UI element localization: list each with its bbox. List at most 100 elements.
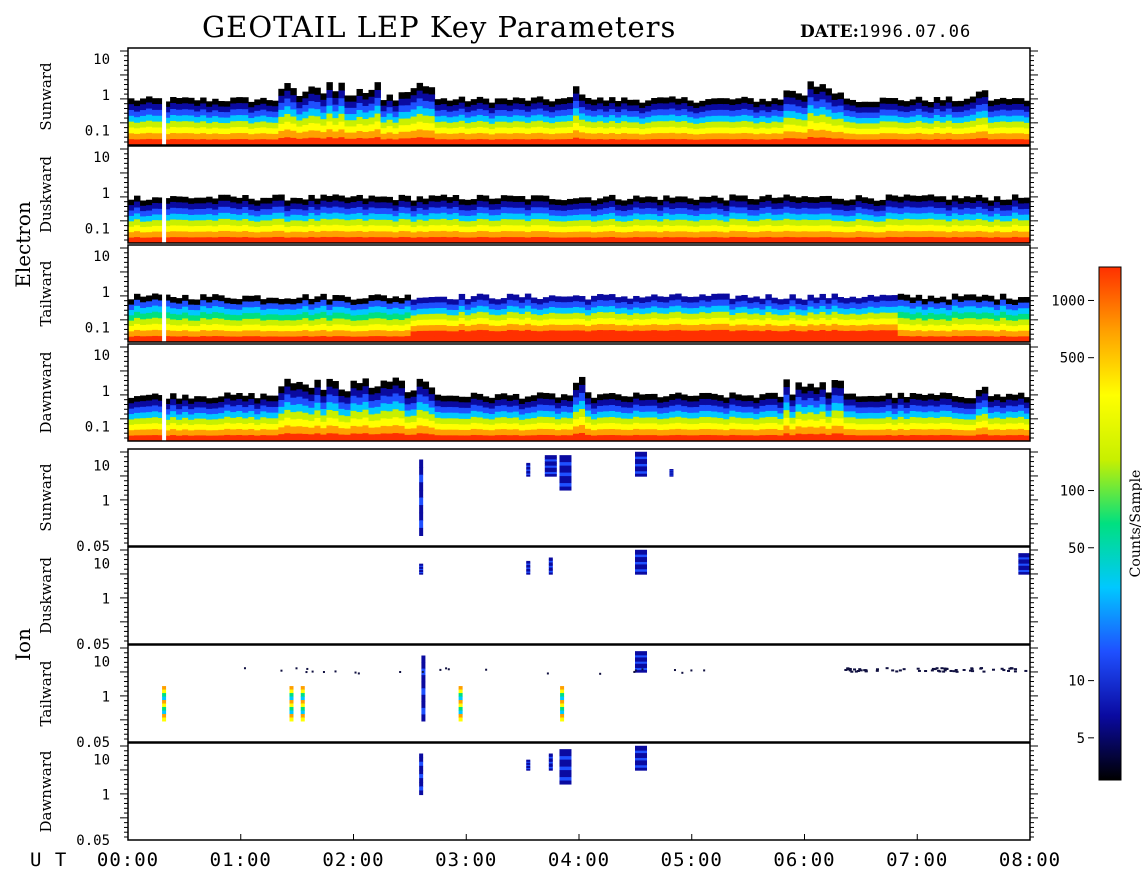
electron-band: [615, 336, 622, 343]
electron-band: [615, 123, 622, 129]
electron-band: [789, 435, 796, 442]
electron-band: [711, 417, 718, 424]
electron-band: [386, 433, 393, 442]
electron-band: [338, 428, 345, 435]
electron-band: [837, 308, 844, 315]
electron-band: [777, 133, 784, 140]
electron-band: [837, 325, 844, 332]
electron-band: [176, 121, 183, 128]
electron-band: [296, 418, 303, 427]
electron-band: [675, 208, 682, 215]
electron-band: [633, 133, 640, 140]
electron-band: [975, 434, 983, 442]
electron-band: [458, 132, 466, 140]
electron-band: [392, 205, 399, 212]
electron-band: [566, 324, 574, 332]
electron-band: [669, 411, 676, 418]
electron-band: [741, 132, 748, 140]
electron-band: [380, 139, 387, 146]
electron-band: [512, 423, 520, 430]
electron-band: [939, 213, 947, 221]
electron-band: [548, 336, 556, 343]
electron-band: [170, 417, 177, 424]
electron-band: [476, 96, 484, 104]
electron-band: [993, 122, 1001, 129]
electron-band: [639, 129, 646, 135]
electron-band: [560, 210, 568, 217]
electron-band: [717, 418, 724, 425]
electron-band: [302, 336, 309, 343]
electron-panel-tailward: [127, 244, 1031, 343]
electron-band: [729, 298, 736, 305]
electron-band: [879, 401, 887, 408]
electron-band: [855, 407, 863, 414]
electron-band: [392, 330, 399, 337]
electron-band: [374, 312, 381, 319]
electron-band: [230, 336, 237, 343]
electron-band: [410, 315, 418, 322]
electron-band: [212, 220, 219, 227]
electron-band: [819, 225, 826, 232]
electron-band: [855, 298, 863, 305]
electron-band: [416, 417, 424, 426]
electron-band: [242, 395, 249, 402]
electron-band: [386, 202, 393, 209]
electron-band: [711, 311, 718, 319]
electron-band: [542, 116, 550, 123]
electron-band: [344, 138, 351, 146]
electron-band: [428, 108, 436, 117]
electron-band: [308, 414, 315, 422]
electron-band: [392, 237, 399, 244]
ion-event: [289, 717, 294, 722]
electron-band: [723, 419, 730, 426]
electron-band: [837, 403, 844, 412]
electron-band: [188, 320, 195, 327]
electron-band: [344, 313, 351, 320]
electron-band: [446, 100, 454, 107]
ion-event: [560, 714, 565, 718]
electron-band: [675, 404, 682, 412]
electron-band: [374, 129, 381, 138]
electron-band: [843, 133, 850, 140]
electron-band: [368, 401, 375, 409]
electron-band: [1011, 121, 1019, 128]
electron-band: [182, 336, 189, 343]
electron-band: [753, 215, 760, 222]
electron-band: [759, 423, 766, 430]
electron-band: [164, 403, 171, 410]
electron-band: [392, 409, 399, 418]
electron-band: [500, 429, 508, 436]
electron-band: [639, 113, 646, 119]
electron-band: [566, 204, 574, 211]
electron-band: [206, 296, 213, 303]
electron-band: [218, 418, 225, 425]
electron-band: [350, 132, 357, 140]
electron-band: [200, 312, 207, 319]
ion-event: [526, 473, 531, 476]
electron-band: [512, 97, 520, 104]
electron-band: [434, 319, 442, 326]
electron-band: [188, 403, 195, 410]
electron-band: [861, 107, 869, 113]
electron-band: [681, 400, 688, 407]
electron-band: [464, 331, 472, 338]
electron-band: [1023, 214, 1031, 221]
electron-band: [566, 231, 574, 238]
electron-band: [272, 111, 279, 118]
electron-band: [146, 318, 153, 325]
electron-band: [1017, 325, 1025, 332]
electron-band: [248, 237, 255, 244]
electron-band: [512, 196, 520, 203]
electron-band: [951, 429, 959, 436]
electron-band: [645, 105, 652, 112]
electron-band: [560, 216, 568, 222]
electron-band: [482, 115, 490, 123]
electron-band: [981, 131, 989, 139]
electron-band: [314, 87, 321, 96]
electron-band: [831, 311, 838, 319]
electron-band: [687, 226, 694, 233]
electron-band: [789, 225, 796, 232]
electron-band: [524, 117, 532, 124]
electron-band: [254, 330, 261, 337]
ion-event: [526, 462, 531, 465]
